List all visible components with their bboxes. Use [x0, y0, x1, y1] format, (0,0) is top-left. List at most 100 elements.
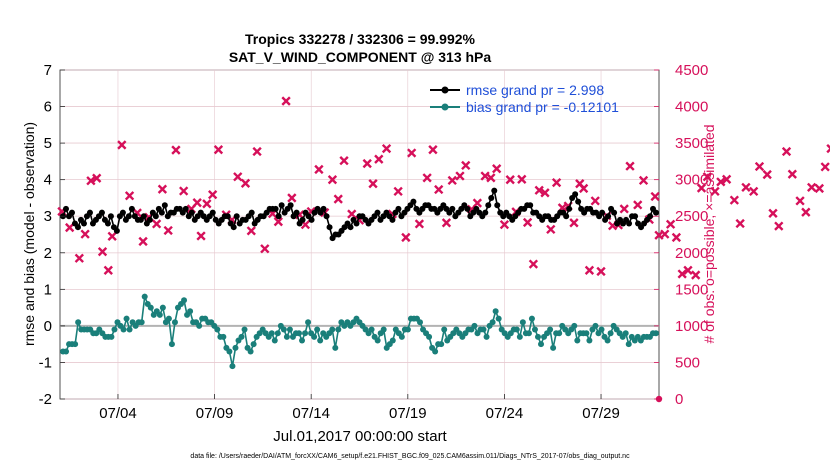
left-tick-label: -2	[39, 391, 52, 408]
obs-marker-stroke	[575, 179, 585, 189]
obs-marker-stroke	[273, 217, 283, 227]
obs-marker-stroke	[461, 160, 471, 171]
obs-assimilated-point	[665, 219, 676, 229]
bias-point	[574, 337, 581, 344]
bias-point	[141, 293, 148, 300]
obs-assimilated-point	[492, 164, 502, 174]
obs-assimilated-point	[414, 219, 425, 229]
bias-point	[652, 330, 659, 337]
bias-point	[286, 326, 293, 333]
obs-assimilated-point	[434, 184, 444, 195]
obs-marker-stroke	[196, 231, 206, 241]
obs-marker-stroke	[124, 191, 135, 201]
obs-assimilated-point	[374, 154, 384, 164]
obs-assimilated-point	[768, 208, 778, 218]
x-tick-label: 07/04	[99, 405, 137, 422]
bias-point	[63, 348, 70, 355]
bias-point	[247, 348, 254, 355]
rmse-point	[233, 213, 240, 220]
obs-marker-stroke	[179, 186, 189, 196]
obs-assimilated-point	[347, 209, 357, 219]
bias-point	[108, 333, 115, 340]
bias-point	[528, 315, 535, 322]
obs-marker-stroke	[534, 185, 544, 195]
obs-assimilated-point	[820, 162, 830, 172]
obs-marker-stroke	[163, 225, 173, 236]
bias-point	[550, 344, 557, 351]
x-tick-label: 07/19	[389, 405, 427, 422]
rmse-point	[80, 220, 87, 227]
obs-assimilated-point	[65, 222, 75, 233]
obs-assimilated-point	[246, 226, 256, 236]
obs-assimilated-point	[721, 174, 732, 184]
rmse-point	[275, 213, 282, 220]
obs-assimilated-point	[762, 169, 772, 180]
obs-marker-stroke	[103, 265, 113, 275]
obs-assimilated-point	[806, 182, 817, 192]
data-file-footer: data file: /Users/raeder/DAI/ATM_forcXX/…	[190, 453, 630, 460]
rmse-point	[374, 209, 381, 216]
right-tick-label: 4000	[675, 99, 708, 116]
obs-assimilated-point	[499, 219, 510, 230]
obs-assimilated-point	[287, 193, 297, 203]
obs-marker-stroke	[584, 265, 595, 275]
obs-assimilated-point	[505, 175, 515, 185]
obs-assimilated-point	[107, 231, 117, 241]
obs-marker-stroke	[650, 191, 660, 202]
obs-marker-stroke	[546, 224, 556, 235]
bias-point	[471, 322, 478, 329]
x-tick-label: 07/09	[196, 405, 234, 422]
obs-marker-stroke	[677, 269, 687, 279]
obs-marker-stroke	[590, 196, 600, 206]
obs-marker-stroke	[287, 193, 297, 203]
obs-assimilated-point	[240, 178, 251, 188]
rmse-point	[158, 209, 165, 216]
obs-assimilated-point	[677, 269, 687, 279]
obs-assimilated-point	[138, 236, 148, 247]
obs-marker-stroke	[522, 217, 533, 228]
obs-assimilated-point	[774, 221, 784, 231]
obs-assimilated-point	[480, 171, 490, 181]
obs-marker-stroke	[362, 158, 372, 169]
obs-marker-stroke	[339, 156, 349, 166]
rmse-point	[605, 213, 612, 220]
obs-assimilated-point	[428, 145, 438, 155]
obs-marker-stroke	[207, 190, 218, 200]
obs-assimilated-point	[333, 194, 343, 204]
obs-assimilated-point	[339, 156, 349, 166]
obs-marker-stroke	[729, 195, 740, 205]
obs-assimilated-point	[472, 198, 483, 208]
plot-area	[59, 69, 660, 400]
obs-assimilated-point	[696, 183, 707, 193]
bias-point	[311, 333, 318, 340]
obs-assimilated-point	[407, 148, 417, 158]
obs-assimilated-point	[625, 161, 635, 171]
bias-point	[368, 326, 375, 333]
x-tick-label: 07/29	[582, 405, 620, 422]
obs-marker-stroke	[333, 194, 343, 204]
bias-point	[317, 337, 324, 344]
obs-assimilated-point	[569, 218, 579, 228]
bias-point	[299, 337, 306, 344]
rmse-point	[308, 216, 315, 223]
left-tick-label: 1	[44, 281, 52, 298]
obs-assimilated-point	[741, 182, 751, 192]
obs-assimilated-point	[80, 229, 90, 239]
bias-point	[302, 330, 309, 337]
obs-marker-stroke	[202, 199, 212, 209]
obs-marker-stroke	[233, 172, 243, 182]
bias-point	[438, 341, 445, 348]
bias-point	[126, 326, 133, 333]
obs-marker-stroke	[795, 196, 805, 206]
rmse-point	[272, 205, 279, 212]
obs-assimilated-point	[716, 177, 726, 187]
bias-point	[147, 304, 154, 311]
bias-point	[159, 304, 166, 311]
obs-marker-stroke	[540, 188, 550, 198]
bias-point	[404, 326, 411, 333]
left-tick-label: 3	[44, 208, 52, 225]
obs-assimilated-point	[795, 196, 805, 206]
obs-marker-stroke	[781, 146, 792, 157]
obs-assimilated-point	[252, 146, 262, 157]
obs-marker-stroke	[327, 175, 338, 185]
